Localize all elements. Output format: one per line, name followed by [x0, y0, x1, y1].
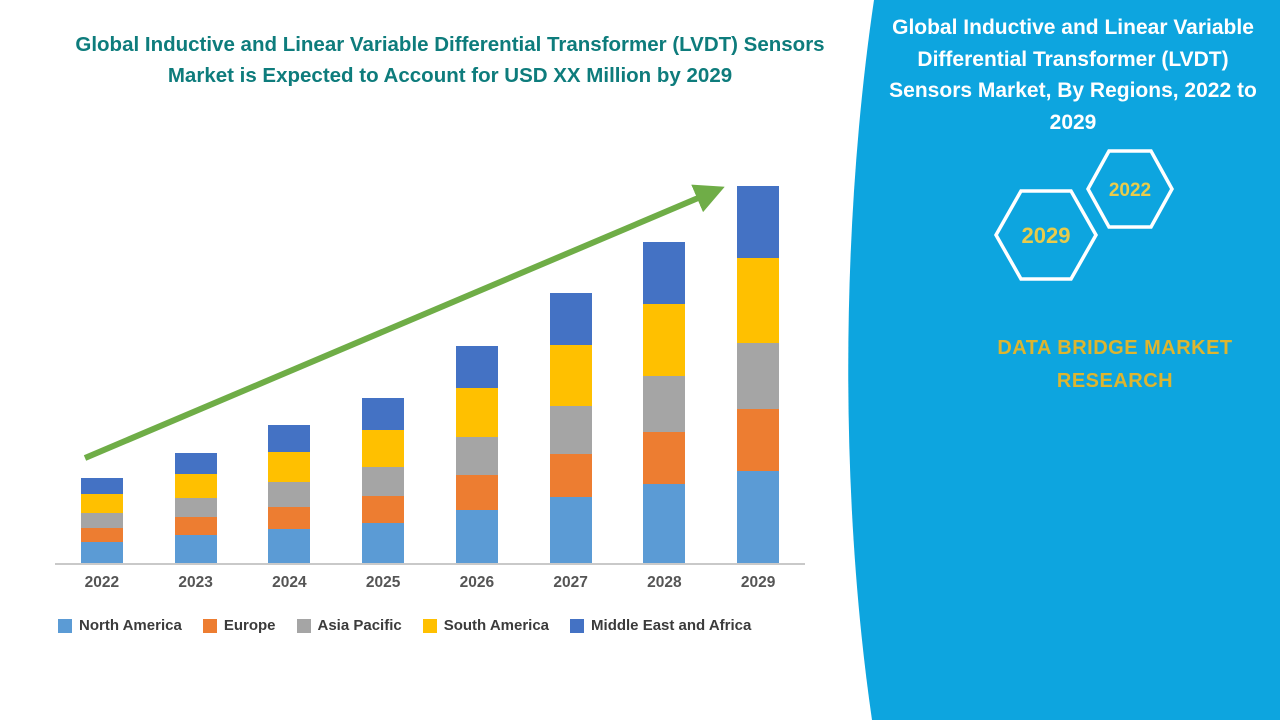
segment-south-america	[737, 258, 780, 344]
legend-label: Asia Pacific	[317, 617, 402, 634]
segment-south-america	[362, 430, 405, 468]
segment-middle-east-and-africa	[268, 424, 311, 452]
legend-item-south-america: South America	[422, 617, 550, 634]
segment-south-america	[643, 303, 686, 377]
chart-title: Global Inductive and Linear Variable Dif…	[75, 33, 825, 87]
segment-asia-pacific	[455, 436, 498, 475]
segment-middle-east-and-africa	[174, 452, 217, 474]
segment-asia-pacific	[362, 467, 405, 497]
segment-south-america	[174, 473, 217, 499]
legend: North America Europe Asia Pacific South Ame…	[58, 617, 838, 634]
segment-europe	[549, 453, 592, 498]
segment-europe	[174, 517, 217, 536]
segment-south-america	[549, 345, 592, 406]
segment-europe	[80, 527, 123, 542]
segment-north-america	[643, 484, 686, 563]
stacked-bar-2027	[549, 293, 592, 563]
segment-asia-pacific	[643, 376, 686, 433]
legend-label: Europe	[223, 617, 276, 634]
segment-europe	[362, 496, 405, 523]
panel-title: Global Inductive and Linear Variable Dif…	[889, 16, 1257, 134]
segment-north-america	[549, 497, 592, 563]
stacked-bar-2024	[268, 424, 311, 563]
stacked-bar-2029	[737, 185, 780, 563]
x-label-2027: 2027	[553, 574, 588, 591]
x-axis-labels: 2022 2023 2024 2025 2026 2027 2028 2029	[55, 574, 805, 592]
segment-asia-pacific	[174, 498, 217, 518]
hexagon-2022-shape	[1086, 149, 1174, 229]
stacked-bar-2028	[643, 242, 686, 563]
segment-asia-pacific	[268, 482, 311, 507]
x-label-2022: 2022	[84, 574, 120, 591]
segment-middle-east-and-africa	[737, 185, 780, 259]
segment-asia-pacific	[80, 513, 123, 528]
segment-north-america	[268, 529, 311, 563]
segment-middle-east-and-africa	[549, 293, 592, 346]
stacked-bar-2022	[80, 478, 123, 563]
segment-asia-pacific	[549, 405, 592, 454]
stacked-bar-2026	[455, 346, 498, 563]
bar-2027	[524, 140, 618, 563]
stacked-bar-2025	[362, 398, 405, 563]
legend-item-middle-east-and-africa: Middle East and Africa	[570, 617, 751, 634]
bar-2025	[336, 140, 430, 563]
segment-middle-east-and-africa	[643, 242, 686, 304]
segment-north-america	[174, 535, 217, 563]
segment-europe	[643, 432, 686, 485]
brand-text: DATA BRIDGE MARKET RESEARCH	[997, 337, 1233, 392]
segment-europe	[455, 474, 498, 510]
plot-area	[55, 140, 805, 563]
segment-europe	[268, 506, 311, 529]
hexagon-2022-label: 2022	[1109, 180, 1151, 201]
legend-swatch	[296, 618, 311, 633]
legend-label: South America	[443, 617, 550, 634]
bar-2024	[243, 140, 337, 563]
bar-2023	[149, 140, 243, 563]
x-label-2023: 2023	[178, 574, 213, 591]
x-label-2029: 2029	[740, 574, 776, 591]
x-label-2028: 2028	[647, 574, 682, 591]
legend-item-north-america: North America	[58, 617, 182, 634]
bar-2029	[711, 140, 805, 563]
segment-north-america	[362, 522, 405, 563]
hexagon-2029-label: 2029	[1022, 223, 1071, 248]
segment-south-america	[268, 451, 311, 483]
legend-swatch	[58, 618, 72, 633]
legend-item-asia-pacific: Asia Pacific	[296, 617, 402, 634]
segment-middle-east-and-africa	[80, 478, 123, 494]
legend-item-europe: Europe	[202, 617, 276, 634]
segment-middle-east-and-africa	[362, 398, 405, 431]
segment-middle-east-and-africa	[455, 346, 498, 388]
bar-2022	[55, 140, 149, 563]
segment-north-america	[80, 541, 123, 563]
legend-swatch	[422, 618, 437, 633]
x-label-2026: 2026	[459, 574, 495, 591]
segment-north-america	[455, 509, 498, 563]
x-label-2024: 2024	[272, 574, 307, 591]
segment-north-america	[737, 470, 780, 563]
segment-south-america	[455, 387, 498, 437]
segment-europe	[737, 409, 780, 471]
legend-label: Middle East and Africa	[591, 617, 752, 634]
segment-asia-pacific	[737, 343, 780, 410]
segment-south-america	[80, 493, 123, 514]
hexagon-2029-shape	[993, 189, 1099, 281]
legend-label: North America	[79, 617, 182, 634]
bar-2028	[618, 140, 712, 563]
chart-area	[55, 140, 805, 565]
bar-2026	[430, 140, 524, 563]
stacked-bar-2023	[174, 452, 217, 563]
hexagon-badges: 2029 2022	[993, 149, 1174, 281]
x-label-2025: 2025	[365, 574, 401, 591]
legend-swatch	[570, 618, 585, 633]
legend-swatch	[202, 618, 217, 633]
